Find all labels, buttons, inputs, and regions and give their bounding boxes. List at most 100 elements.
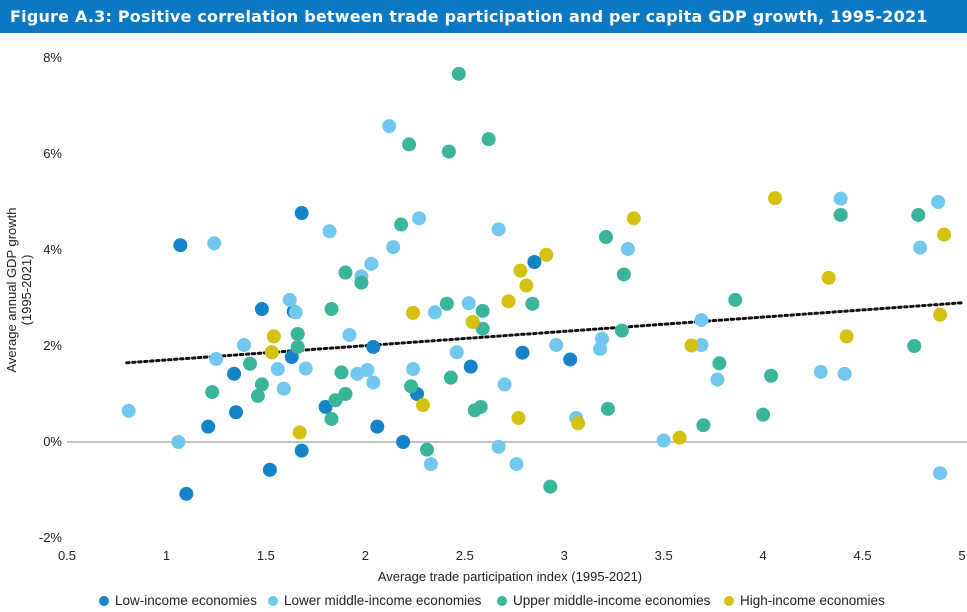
data-point — [290, 327, 305, 341]
scatter-chart: -2% 0% 2% 4% 6% 8% 0.5 1 1.5 2 2.5 3 3.5 4 4.5 5 Averag… — [4, 50, 967, 584]
data-point — [813, 364, 828, 379]
data-point — [513, 263, 528, 278]
data-point — [439, 296, 454, 311]
data-point — [519, 278, 534, 293]
data-point — [370, 419, 385, 434]
data-point — [354, 275, 369, 290]
data-point — [227, 366, 242, 381]
y-tick-label: 2% — [43, 338, 62, 353]
data-point — [324, 302, 339, 317]
data-point — [907, 339, 922, 353]
data-point — [262, 462, 277, 477]
data-point — [427, 305, 442, 320]
chart-legend: Low-income economies Lower middle-income… — [0, 593, 967, 611]
data-point — [290, 339, 305, 354]
data-point — [404, 379, 419, 394]
data-point — [264, 345, 279, 360]
data-point — [419, 442, 434, 457]
data-point — [626, 211, 641, 226]
trendline-group — [125, 301, 964, 365]
data-point — [525, 296, 540, 311]
data-point — [598, 230, 613, 245]
legend-marker-upper-middle-income — [497, 595, 507, 606]
legend-label-low-income: Low-income economies — [115, 593, 257, 608]
data-point — [382, 119, 397, 134]
legend-item-upper-middle-income: Upper middle-income economies — [497, 593, 710, 608]
figure-title-bar: Figure A.3: Positive correlation between… — [0, 0, 967, 33]
data-point — [229, 405, 244, 420]
data-point — [322, 224, 337, 239]
data-point — [396, 435, 411, 449]
data-point — [728, 292, 743, 307]
x-tick-label: 2.5 — [456, 548, 474, 563]
legend-label-lower-middle-income: Lower middle-income economies — [284, 593, 482, 608]
data-point — [539, 247, 554, 262]
data-point — [491, 439, 506, 454]
y-axis-title: Average annual GDP growth(1995-2021) — [4, 207, 34, 372]
x-axis-title: Average trade participation index (1995-… — [378, 569, 642, 584]
data-point — [473, 399, 488, 414]
x-tick-label: 2 — [362, 548, 369, 563]
data-point — [696, 418, 711, 433]
data-point — [712, 356, 727, 371]
data-point — [614, 323, 629, 338]
data-point — [913, 240, 928, 255]
data-point — [768, 191, 783, 206]
data-point — [931, 195, 946, 209]
series-upper-middle — [205, 66, 926, 494]
data-point — [833, 207, 848, 222]
x-tick-label: 3.5 — [655, 548, 673, 563]
data-point — [406, 305, 421, 320]
data-point — [360, 363, 375, 377]
data-point — [549, 338, 564, 353]
trendline — [125, 301, 964, 365]
data-point — [294, 206, 309, 221]
data-point — [515, 345, 530, 360]
data-point — [509, 457, 524, 472]
x-tick-label: 5 — [958, 548, 965, 563]
series-low — [173, 206, 578, 501]
data-point — [342, 327, 357, 342]
data-point — [282, 292, 297, 307]
data-point — [416, 398, 431, 413]
y-tick-label: 8% — [43, 50, 62, 65]
data-point — [338, 387, 353, 401]
data-point — [656, 433, 671, 448]
data-point — [121, 403, 136, 418]
data-point — [463, 359, 478, 374]
data-point — [294, 443, 309, 458]
y-tick-label: 4% — [43, 242, 62, 257]
legend-item-low-income: Low-income economies — [99, 593, 257, 608]
data-point — [527, 255, 542, 269]
data-point — [600, 401, 615, 416]
legend-marker-lower-middle-income — [268, 595, 278, 606]
data-point — [475, 303, 490, 318]
data-point — [491, 222, 506, 237]
data-point — [171, 435, 186, 449]
data-point — [595, 331, 610, 346]
data-point — [254, 302, 269, 317]
legend-item-high-income: High-income economies — [724, 593, 885, 608]
data-point — [364, 256, 379, 271]
data-point — [284, 350, 299, 365]
data-point — [616, 267, 631, 282]
x-tick-label: 4 — [759, 548, 766, 563]
data-point — [173, 238, 188, 253]
data-point — [328, 393, 343, 408]
y-tick-label: 6% — [43, 146, 62, 161]
data-point — [338, 265, 353, 280]
data-point — [710, 372, 725, 387]
legend-label-upper-middle-income: Upper middle-income economies — [513, 593, 711, 608]
data-point — [412, 211, 427, 226]
data-point — [511, 411, 526, 425]
data-point — [461, 296, 476, 311]
data-point — [270, 362, 285, 377]
legend-marker-low-income — [99, 595, 109, 606]
legend-label-high-income: High-income economies — [740, 593, 885, 608]
data-point — [423, 457, 438, 472]
data-point — [694, 313, 709, 328]
data-point — [366, 339, 381, 354]
y-axis-title-line: (1995-2021) — [19, 255, 34, 326]
data-point — [620, 242, 635, 257]
y-axis-title-line: Average annual GDP growth — [4, 207, 19, 372]
